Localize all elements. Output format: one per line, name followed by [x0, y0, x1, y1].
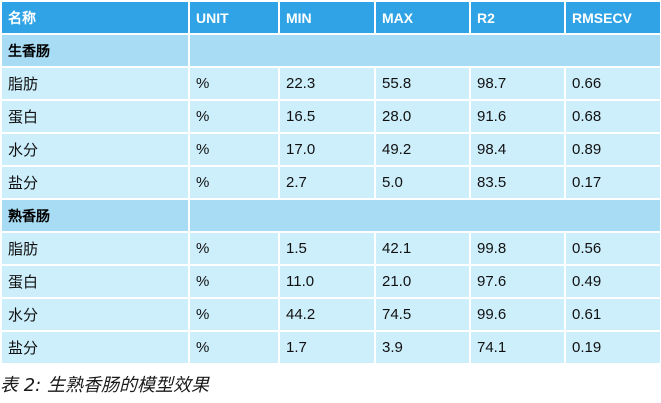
row-name: 蛋白	[2, 101, 188, 132]
row-max: 28.0	[376, 101, 469, 132]
row-r2: 98.4	[471, 134, 564, 165]
table-caption: 表 2: 生熟香肠的模型效果	[0, 375, 209, 396]
row-max: 42.1	[376, 233, 469, 264]
row-max: 21.0	[376, 266, 469, 297]
model-results-table: 名称 UNIT MIN MAX R2 RMSECV 生香肠 脂肪% 22.3 55.8…	[2, 2, 660, 363]
row-name: 盐分	[2, 167, 188, 198]
table-row: 水分% 17.0 49.2 98.4 0.89	[2, 134, 660, 165]
table-row: 盐分% 1.7 3.9 74.1 0.19	[2, 332, 660, 363]
section-title: 生香肠	[2, 35, 188, 66]
row-name: 水分	[2, 134, 188, 165]
row-r2: 99.8	[471, 233, 564, 264]
row-unit: %	[190, 134, 278, 165]
row-unit: %	[190, 101, 278, 132]
row-name: 脂肪	[2, 233, 188, 264]
row-unit: %	[190, 233, 278, 264]
row-name: 脂肪	[2, 68, 188, 99]
row-r2: 91.6	[471, 101, 564, 132]
row-max: 74.5	[376, 299, 469, 330]
table-row: 盐分% 2.7 5.0 83.5 0.17	[2, 167, 660, 198]
row-min: 22.3	[280, 68, 374, 99]
row-unit: %	[190, 68, 278, 99]
row-max: 49.2	[376, 134, 469, 165]
header-r2: R2	[471, 2, 564, 33]
row-name: 盐分	[2, 332, 188, 363]
header-max: MAX	[376, 2, 469, 33]
row-unit: %	[190, 332, 278, 363]
row-rmsecv: 0.19	[566, 332, 660, 363]
header-name: 名称	[2, 2, 188, 33]
row-unit: %	[190, 266, 278, 297]
header-row: 名称 UNIT MIN MAX R2 RMSECV	[2, 2, 660, 33]
row-unit: %	[190, 299, 278, 330]
row-min: 16.5	[280, 101, 374, 132]
row-rmsecv: 0.56	[566, 233, 660, 264]
row-name: 蛋白	[2, 266, 188, 297]
table-row: 蛋白% 11.0 21.0 97.6 0.49	[2, 266, 660, 297]
row-min: 1.5	[280, 233, 374, 264]
row-rmsecv: 0.68	[566, 101, 660, 132]
row-min: 44.2	[280, 299, 374, 330]
row-min: 11.0	[280, 266, 374, 297]
row-r2: 74.1	[471, 332, 564, 363]
section-row: 熟香肠	[2, 200, 660, 231]
row-r2: 99.6	[471, 299, 564, 330]
section-fill	[190, 35, 660, 66]
row-rmsecv: 0.66	[566, 68, 660, 99]
table-row: 蛋白% 16.5 28.0 91.6 0.68	[2, 101, 660, 132]
table-row: 水分% 44.2 74.5 99.6 0.61	[2, 299, 660, 330]
section-fill	[190, 200, 660, 231]
row-min: 2.7	[280, 167, 374, 198]
header-unit: UNIT	[190, 2, 278, 33]
row-r2: 97.6	[471, 266, 564, 297]
row-max: 5.0	[376, 167, 469, 198]
row-unit: %	[190, 167, 278, 198]
table-body: 生香肠 脂肪% 22.3 55.8 98.7 0.66 蛋白% 16.5 28.0 91.6 0.6…	[2, 35, 660, 363]
row-min: 1.7	[280, 332, 374, 363]
row-rmsecv: 0.89	[566, 134, 660, 165]
section-row: 生香肠	[2, 35, 660, 66]
table-row: 脂肪% 1.5 42.1 99.8 0.56	[2, 233, 660, 264]
row-min: 17.0	[280, 134, 374, 165]
row-max: 3.9	[376, 332, 469, 363]
section-title: 熟香肠	[2, 200, 188, 231]
row-rmsecv: 0.61	[566, 299, 660, 330]
row-r2: 83.5	[471, 167, 564, 198]
row-r2: 98.7	[471, 68, 564, 99]
row-rmsecv: 0.49	[566, 266, 660, 297]
table-row: 脂肪% 22.3 55.8 98.7 0.66	[2, 68, 660, 99]
table-header: 名称 UNIT MIN MAX R2 RMSECV	[2, 2, 660, 33]
row-rmsecv: 0.17	[566, 167, 660, 198]
row-name: 水分	[2, 299, 188, 330]
row-max: 55.8	[376, 68, 469, 99]
header-rmsecv: RMSECV	[566, 2, 660, 33]
header-min: MIN	[280, 2, 374, 33]
